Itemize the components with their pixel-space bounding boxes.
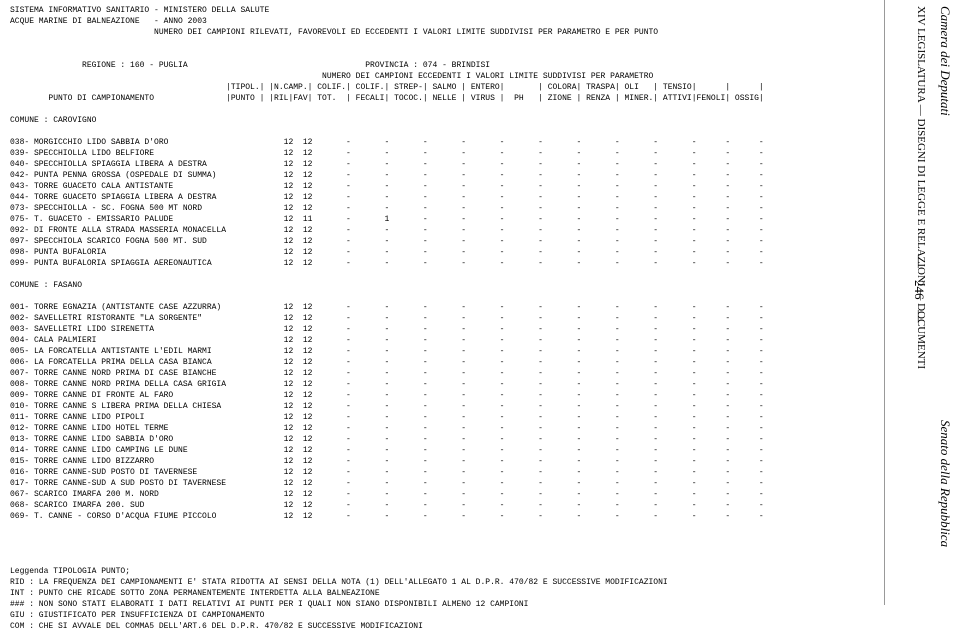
margin-page-number: 246 — [911, 280, 927, 300]
legend-line: GIU : GIUSTIFICATO PER INSUFFICIENZA DI … — [10, 610, 880, 621]
region-province-line: REGIONE : 160 - PUGLIA PROVINCIA : 074 -… — [10, 60, 880, 71]
table-row: 073- SPECCHIOLLA - SC. FOGNA 500 MT NORD… — [10, 203, 880, 214]
table-row: 003- SAVELLETRI LIDO SIRENETTA 12 12 - -… — [10, 324, 880, 335]
table-row: 042- PUNTA PENNA GROSSA (OSPEDALE DI SUM… — [10, 170, 880, 181]
table-row: 007- TORRE CANNE NORD PRIMA DI CASE BIAN… — [10, 368, 880, 379]
margin-dash-top: — — [911, 255, 927, 268]
table-row: 039- SPECCHIOLLA LIDO BELFIORE 12 12 - -… — [10, 148, 880, 159]
title-line-1: SISTEMA INFORMATIVO SANITARIO - MINISTER… — [10, 5, 880, 16]
table-row: 009- TORRE CANNE DI FRONTE AL FARO 12 12… — [10, 390, 880, 401]
report-body: SISTEMA INFORMATIVO SANITARIO - MINISTER… — [10, 5, 880, 632]
table-row: 075- T. GUACETO - EMISSARIO PALUDE 12 11… — [10, 214, 880, 225]
table-row: 067- SCARICO IMARFA 200 M. NORD 12 12 - … — [10, 489, 880, 500]
table-header-row-2: PUNTO DI CAMPIONAMENTO |PUNTO | |RIL|FAV… — [10, 93, 880, 104]
legend-line: RID : LA FREQUENZA DEI CAMPIONAMENTI E' … — [10, 577, 880, 588]
subheader-line: NUMERO DEI CAMPIONI ECCEDENTI I VALORI L… — [10, 71, 880, 82]
table-row: 010- TORRE CANNE S LIBERA PRIMA DELLA CH… — [10, 401, 880, 412]
table-row: 004- CALA PALMIERI 12 12 - - - - - - - -… — [10, 335, 880, 346]
table-row: 014- TORRE CANNE LIDO CAMPING LE DUNE 12… — [10, 445, 880, 456]
title-line-3: NUMERO DEI CAMPIONI RILEVATI, FAVOREVOLI… — [10, 27, 880, 38]
table-row: 001- TORRE EGNAZIA (ANTISTANTE CASE AZZU… — [10, 302, 880, 313]
table-row: 097- SPECCHIOLA SCARICO FOGNA 500 MT. SU… — [10, 236, 880, 247]
table-row: 069- T. CANNE - CORSO D'ACQUA FIUME PICC… — [10, 511, 880, 522]
table-row: 012- TORRE CANNE LIDO HOTEL TERME 12 12 … — [10, 423, 880, 434]
table-row: 011- TORRE CANNE LIDO PIPOLI 12 12 - - -… — [10, 412, 880, 423]
rows-carovigno: 038- MORGICCHIO LIDO SABBIA D'ORO 12 12 … — [10, 137, 880, 269]
table-row: 044- TORRE GUACETO SPIAGGIA LIBERA A DES… — [10, 192, 880, 203]
table-row: 068- SCARICO IMARFA 200. SUD 12 12 - - -… — [10, 500, 880, 511]
legend-line: COM : CHE SI AVVALE DEL COMMA5 DELL'ART.… — [10, 621, 880, 632]
table-header-row-1: |TIPOL.| |N.CAMP.| COLIF.| COLIF.| STREP… — [10, 82, 880, 93]
margin-camera-deputati: Camera dei Deputati — [937, 6, 953, 116]
comune-fasano-heading: COMUNE : FASANO — [10, 280, 880, 291]
rows-fasano: 001- TORRE EGNAZIA (ANTISTANTE CASE AZZU… — [10, 302, 880, 522]
margin-senato: Senato della Repubblica — [937, 420, 953, 547]
right-margin-strip: Camera dei Deputati XIV LEGISLATURA — DI… — [884, 0, 959, 605]
table-row: 006- LA FORCATELLA PRIMA DELLA CASA BIAN… — [10, 357, 880, 368]
comune-carovigno-heading: COMUNE : CAROVIGNO — [10, 115, 880, 126]
table-row: 008- TORRE CANNE NORD PRIMA DELLA CASA G… — [10, 379, 880, 390]
table-row: 098- PUNTA BUFALORIA 12 12 - - - - - - -… — [10, 247, 880, 258]
table-row: 005- LA FORCATELLA ANTISTANTE L'EDIL MAR… — [10, 346, 880, 357]
table-row: 015- TORRE CANNE LIDO BIZZARRO 12 12 - -… — [10, 456, 880, 467]
table-row: 038- MORGICCHIO LIDO SABBIA D'ORO 12 12 … — [10, 137, 880, 148]
table-row: 013- TORRE CANNE LIDO SABBIA D'ORO 12 12… — [10, 434, 880, 445]
table-row: 092- DI FRONTE ALLA STRADA MASSERIA MONA… — [10, 225, 880, 236]
table-row: 099- PUNTA BUFALORIA SPIAGGIA AEREONAUTI… — [10, 258, 880, 269]
table-row: 017- TORRE CANNE-SUD A SUD POSTO DI TAVE… — [10, 478, 880, 489]
table-row: 002- SAVELLETRI RISTORANTE "LA SORGENTE"… — [10, 313, 880, 324]
table-row: 040- SPECCHIOLLA SPIAGGIA LIBERA A DESTR… — [10, 159, 880, 170]
table-row: 016- TORRE CANNE-SUD POSTO DI TAVERNESE … — [10, 467, 880, 478]
legend-title: Leggenda TIPOLOGIA PUNTO; — [10, 566, 880, 577]
title-line-2: ACQUE MARINE DI BALNEAZIONE - ANNO 2003 — [10, 16, 880, 27]
table-row: 043- TORRE GUACETO CALA ANTISTANTE 12 12… — [10, 181, 880, 192]
legend-line: INT : PUNTO CHE RICADE SOTTO ZONA PERMAN… — [10, 588, 880, 599]
margin-dash-bottom: — — [911, 310, 927, 323]
